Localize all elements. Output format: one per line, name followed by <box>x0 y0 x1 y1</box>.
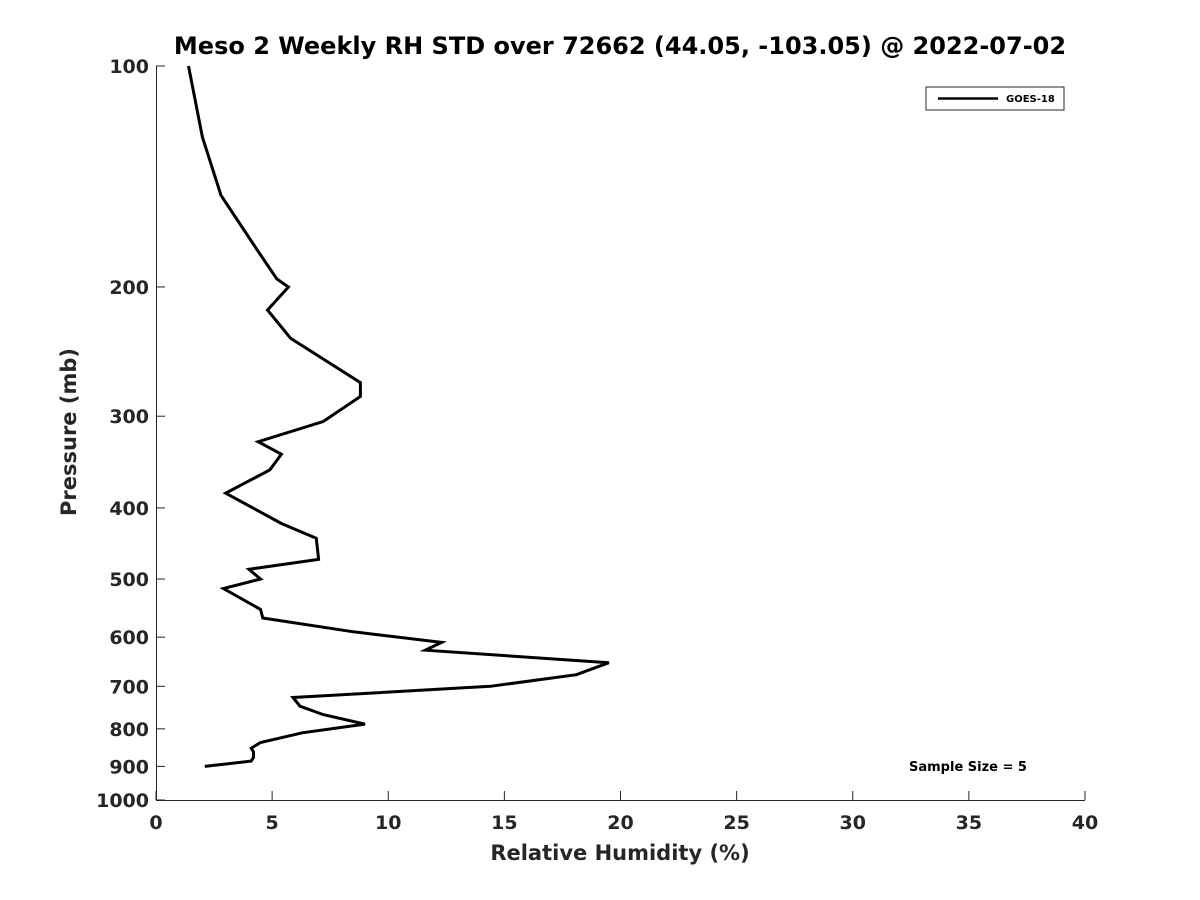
y-tick-label: 900 <box>109 756 149 778</box>
x-tick-label: 10 <box>375 812 401 834</box>
series-layer <box>187 65 610 768</box>
legend: GOES-18 <box>925 86 1065 111</box>
x-tick-label: 0 <box>149 812 162 834</box>
y-tick-label: 500 <box>109 569 149 591</box>
series-line-goes-18 <box>187 65 610 768</box>
chart-title: Meso 2 Weekly RH STD over 72662 (44.05, … <box>174 32 1066 60</box>
x-tick-label: 15 <box>491 812 517 834</box>
x-tick-label: 40 <box>1072 812 1098 834</box>
x-tick-label: 20 <box>607 812 633 834</box>
sample-size-annotation: Sample Size = 5 <box>909 760 1027 775</box>
y-tick-label: 600 <box>109 627 149 649</box>
y-axis-label: Pressure (mb) <box>57 348 81 516</box>
y-tick-label: 700 <box>109 676 149 698</box>
y-tick-label: 200 <box>109 277 149 299</box>
plot-area: 0 5 10 15 20 25 30 35 40 100 200 300 400 500 600 700 80… <box>96 56 1098 834</box>
y-tick-label: 300 <box>109 406 149 428</box>
y-tick-label: 800 <box>109 719 149 741</box>
y-axis-ticks: 100 200 300 400 500 600 700 800 900 1000 <box>96 56 165 812</box>
legend-label-goes-18: GOES-18 <box>1006 94 1055 105</box>
y-tick-label: 400 <box>109 498 149 520</box>
x-tick-label: 25 <box>723 812 749 834</box>
x-axis-label: Relative Humidity (%) <box>490 841 749 865</box>
x-tick-label: 30 <box>840 812 866 834</box>
x-axis-ticks: 0 5 10 15 20 25 30 35 40 <box>149 791 1098 834</box>
x-tick-label: 35 <box>956 812 982 834</box>
y-tick-label: 100 <box>109 56 149 78</box>
y-tick-label: 1000 <box>96 790 149 812</box>
x-tick-label: 5 <box>266 812 279 834</box>
